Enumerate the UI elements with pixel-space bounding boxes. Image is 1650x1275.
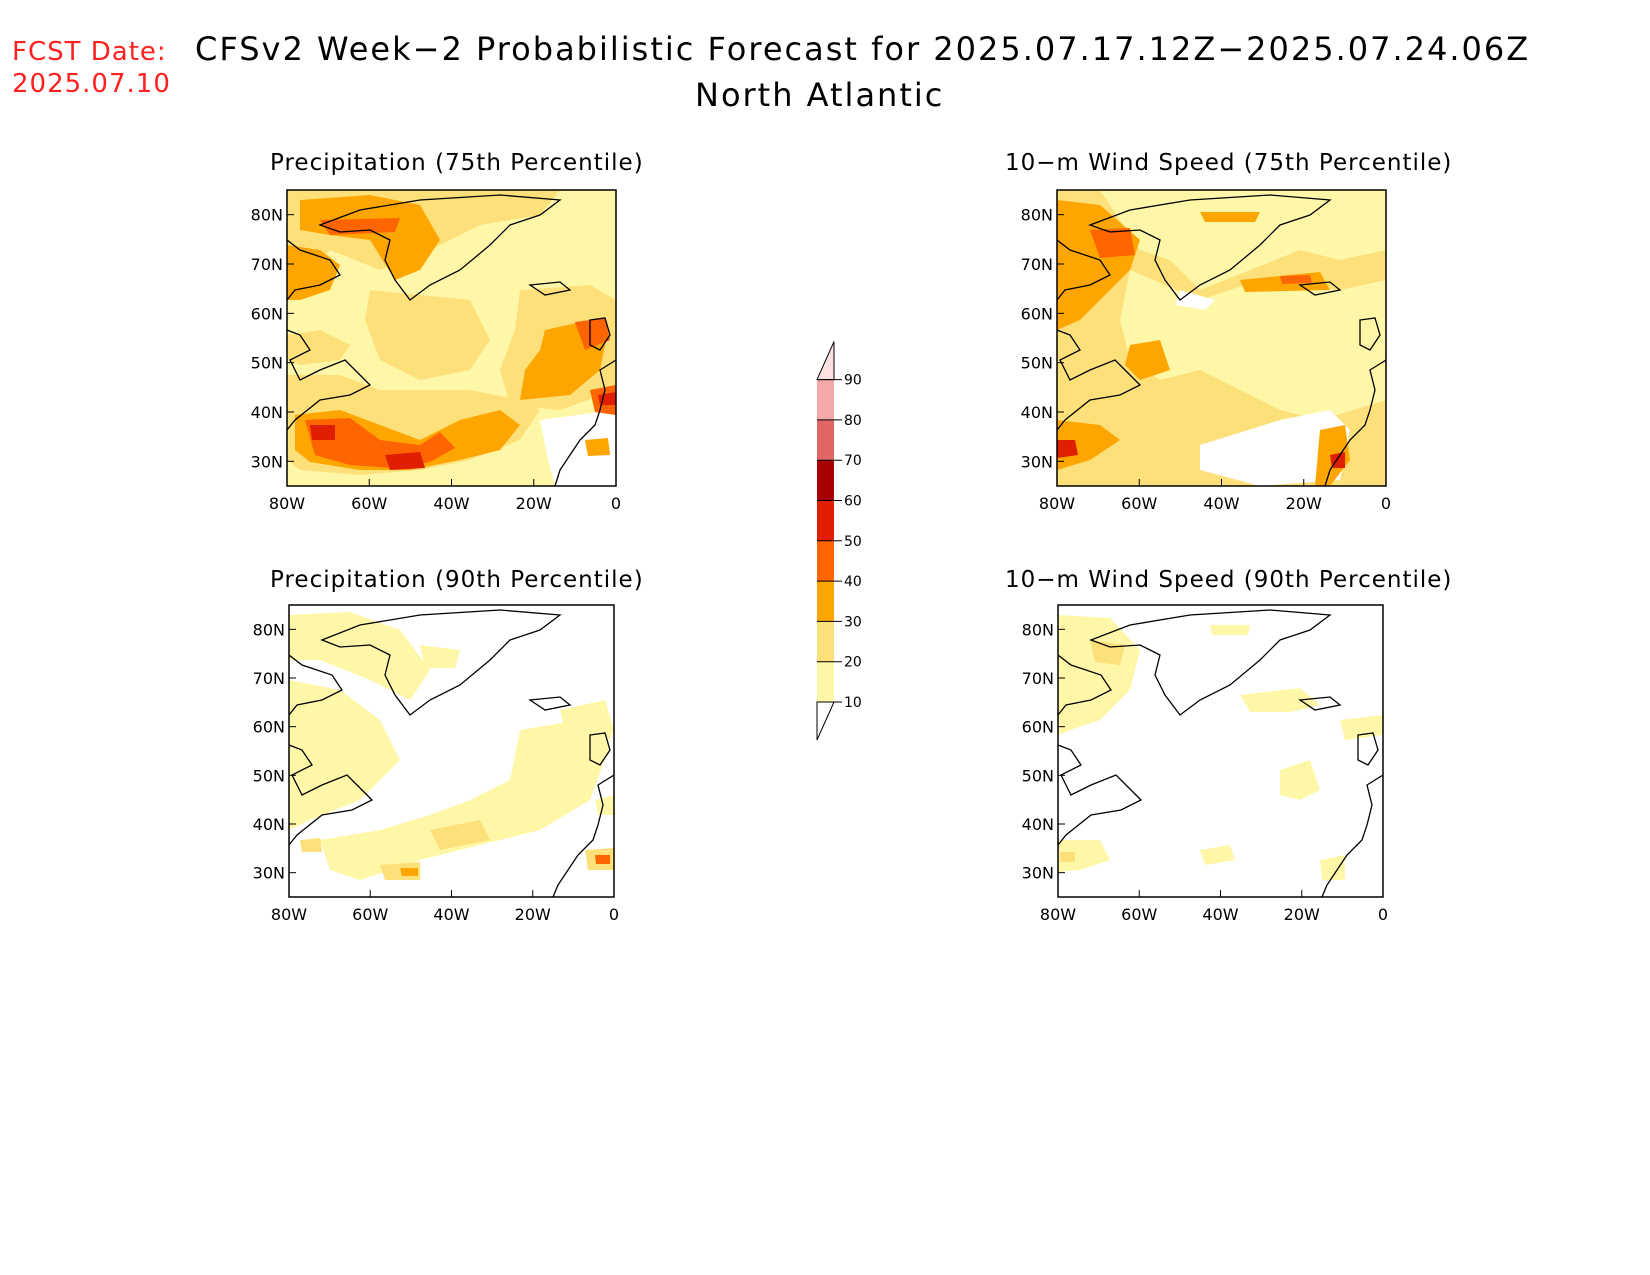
lat-label-precip90: 70N [253, 669, 285, 688]
lat-label-precip75: 50N [251, 354, 283, 373]
lat-label-precip90: 40N [253, 815, 285, 834]
colorbar-segment [817, 419, 834, 461]
lat-label-precip75: 40N [251, 403, 283, 422]
lat-label-wind90: 80N [1022, 620, 1054, 639]
lat-label-precip75: 80N [251, 206, 283, 225]
lon-label-wind75: 0 [1381, 494, 1391, 513]
lon-label-wind75: 40W [1203, 494, 1239, 513]
lat-label-precip90: 60N [253, 718, 285, 737]
axis-labels: 80N 70N 60N 50N 40N 30N 80W 60W 40W 20W 0 80N 70N 60N… [251, 206, 1391, 924]
lat-label-precip75: 30N [251, 452, 283, 471]
lat-label-precip75: 70N [251, 255, 283, 274]
colorbar-label: 20 [844, 655, 862, 671]
lat-label-wind90: 50N [1022, 766, 1054, 785]
lon-label-precip75: 0 [611, 494, 621, 513]
lon-label-wind90: 40W [1202, 905, 1238, 924]
lon-label-precip75: 40W [433, 494, 469, 513]
lat-label-precip75: 60N [251, 304, 283, 323]
main-title-line2: North Atlantic [695, 76, 945, 114]
lon-label-precip75: 80W [269, 494, 305, 513]
colorbar-label: 80 [844, 413, 862, 429]
map-precip75 [287, 190, 616, 486]
colorbar-segment [817, 500, 834, 541]
lon-label-wind90: 0 [1378, 905, 1388, 924]
panel-title-precip90: Precipitation (90th Percentile) [270, 567, 644, 593]
coastline-wind90 [1058, 609, 1383, 897]
map-wind75 [1057, 190, 1386, 486]
lon-label-wind75: 60W [1121, 494, 1157, 513]
lon-label-wind90: 80W [1040, 905, 1076, 924]
colorbar-segment [817, 661, 834, 702]
forecast-date-value: 2025.07.10 [12, 69, 171, 99]
map-wind90 [1058, 605, 1383, 897]
lat-label-wind75: 80N [1021, 206, 1053, 225]
lat-label-precip90: 50N [253, 766, 285, 785]
colorbar-label: 30 [844, 614, 862, 630]
colorbar-segment [817, 581, 834, 622]
colorbar-label: 90 [844, 373, 862, 389]
panel-title-wind90: 10−m Wind Speed (90th Percentile) [1005, 567, 1453, 593]
lon-label-precip90: 0 [609, 905, 619, 924]
colorbar-label: 10 [844, 695, 862, 711]
lat-label-wind90: 30N [1022, 864, 1054, 883]
lon-label-precip75: 60W [351, 494, 387, 513]
colorbar-cap-bottom [816, 701, 835, 741]
lat-label-wind90: 70N [1022, 669, 1054, 688]
colorbar-segment [817, 460, 834, 501]
colorbar-label: 70 [844, 453, 862, 469]
colorbar-label: 60 [844, 494, 862, 510]
main-title-line1: CFSv2 Week−2 Probabilistic Forecast for … [195, 30, 1531, 68]
colorbar-segment [817, 621, 834, 662]
lat-label-wind90: 40N [1022, 815, 1054, 834]
coastline-precip75 [287, 194, 616, 486]
coastline-wind75 [1057, 194, 1386, 486]
lon-label-wind75: 80W [1039, 494, 1075, 513]
lat-label-wind75: 50N [1021, 354, 1053, 373]
map-precip90 [289, 605, 614, 897]
colorbar-label: 40 [844, 574, 862, 590]
lon-label-precip90: 80W [271, 905, 307, 924]
lon-label-precip75: 20W [516, 494, 552, 513]
main-title: CFSv2 Week−2 Probabilistic Forecast for … [180, 30, 1640, 114]
colorbar-cap-top [816, 341, 835, 381]
lat-label-precip90: 30N [253, 864, 285, 883]
forecast-date-label: FCST Date: [12, 37, 167, 67]
lon-label-precip90: 40W [433, 905, 469, 924]
colorbar: 10 20 30 40 50 60 70 80 90 [816, 341, 862, 741]
lon-label-wind75: 20W [1286, 494, 1322, 513]
lat-label-wind90: 60N [1022, 718, 1054, 737]
lat-label-precip90: 80N [253, 620, 285, 639]
colorbar-label: 50 [844, 534, 862, 550]
panel-title-wind75: 10−m Wind Speed (75th Percentile) [1005, 150, 1453, 176]
lon-label-wind90: 60W [1121, 905, 1157, 924]
colorbar-segment [817, 379, 834, 420]
lat-label-wind75: 60N [1021, 304, 1053, 323]
coastlines [287, 194, 1386, 897]
lat-label-wind75: 40N [1021, 403, 1053, 422]
panel-title-precip75: Precipitation (75th Percentile) [270, 150, 644, 176]
lon-label-precip90: 20W [515, 905, 551, 924]
lon-label-precip90: 60W [352, 905, 388, 924]
lat-label-wind75: 30N [1021, 452, 1053, 471]
lat-label-wind75: 70N [1021, 255, 1053, 274]
coastline-precip90 [289, 609, 614, 897]
colorbar-segment [817, 540, 834, 582]
forecast-date: FCST Date: 2025.07.10 [12, 36, 171, 100]
lon-label-wind90: 20W [1284, 905, 1320, 924]
